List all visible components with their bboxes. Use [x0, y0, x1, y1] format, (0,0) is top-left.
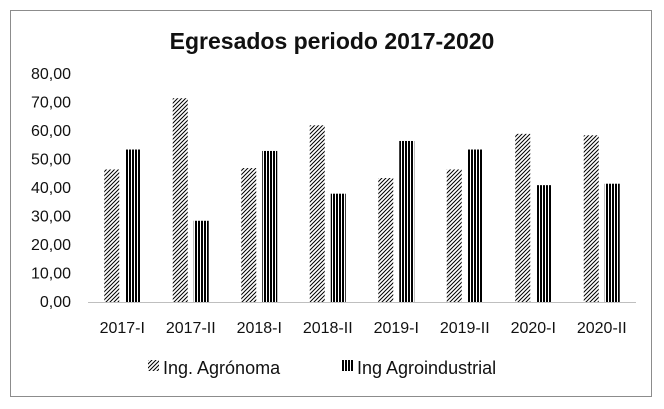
y-tick-label: 50,00	[31, 152, 71, 169]
x-tick-label: 2019-II	[440, 320, 490, 337]
x-tick-label: 2017-II	[166, 320, 216, 337]
y-tick-label: 40,00	[31, 180, 71, 197]
x-tick-label: 2020-II	[577, 320, 627, 337]
bars	[104, 98, 620, 302]
x-tick-label: 2018-I	[237, 320, 282, 337]
x-tick-label: 2020-I	[511, 320, 556, 337]
bar-ing-agronoma-2018-ii	[309, 125, 325, 302]
y-tick-label: 70,00	[31, 95, 71, 112]
bar-ing-agroindustrial-2018-i	[262, 150, 278, 302]
bar-ing-agroindustrial-2017-ii	[193, 220, 209, 302]
bar-ing-agroindustrial-2019-i	[399, 140, 415, 302]
y-tick-label: 80,00	[31, 66, 71, 83]
legend-swatch-ing-agronoma	[148, 360, 159, 371]
bar-ing-agronoma-2019-i	[378, 178, 394, 302]
bar-ing-agronoma-2017-ii	[172, 98, 188, 302]
bar-ing-agronoma-2017-i	[104, 169, 120, 302]
y-tick-label: 10,00	[31, 266, 71, 283]
bar-ing-agronoma-2018-i	[241, 168, 257, 302]
bar-ing-agroindustrial-2018-ii	[330, 193, 346, 302]
x-tick-label: 2019-I	[374, 320, 419, 337]
legend: Ing. Agrónoma Ing Agroindustrial	[148, 358, 496, 378]
bar-ing-agronoma-2019-ii	[446, 169, 462, 302]
bar-ing-agroindustrial-2020-ii	[604, 183, 620, 302]
x-axis-ticks: 2017-I 2017-II 2018-I 2018-II 2019-I 2019-II 2…	[100, 320, 627, 337]
bar-ing-agronoma-2020-ii	[583, 135, 599, 302]
y-tick-label: 60,00	[31, 123, 71, 140]
x-tick-label: 2018-II	[303, 320, 353, 337]
bar-ing-agroindustrial-2020-i	[536, 185, 552, 302]
bar-ing-agronoma-2020-i	[515, 133, 531, 302]
legend-label-ing-agroindustrial: Ing Agroindustrial	[357, 358, 496, 378]
legend-swatch-ing-agroindustrial	[342, 360, 353, 371]
y-tick-label: 30,00	[31, 209, 71, 226]
chart-title: Egresados periodo 2017-2020	[170, 28, 495, 54]
y-axis-ticks: 0,00 10,00 20,00 30,00 40,00 50,00 60,00 70,00 8…	[31, 66, 71, 311]
legend-label-ing-agronoma: Ing. Agrónoma	[163, 358, 281, 378]
bar-ing-agroindustrial-2019-ii	[467, 149, 483, 302]
x-tick-label: 2017-I	[100, 320, 145, 337]
y-tick-label: 20,00	[31, 237, 71, 254]
y-tick-label: 0,00	[40, 294, 71, 311]
bar-ing-agroindustrial-2017-i	[125, 149, 141, 302]
